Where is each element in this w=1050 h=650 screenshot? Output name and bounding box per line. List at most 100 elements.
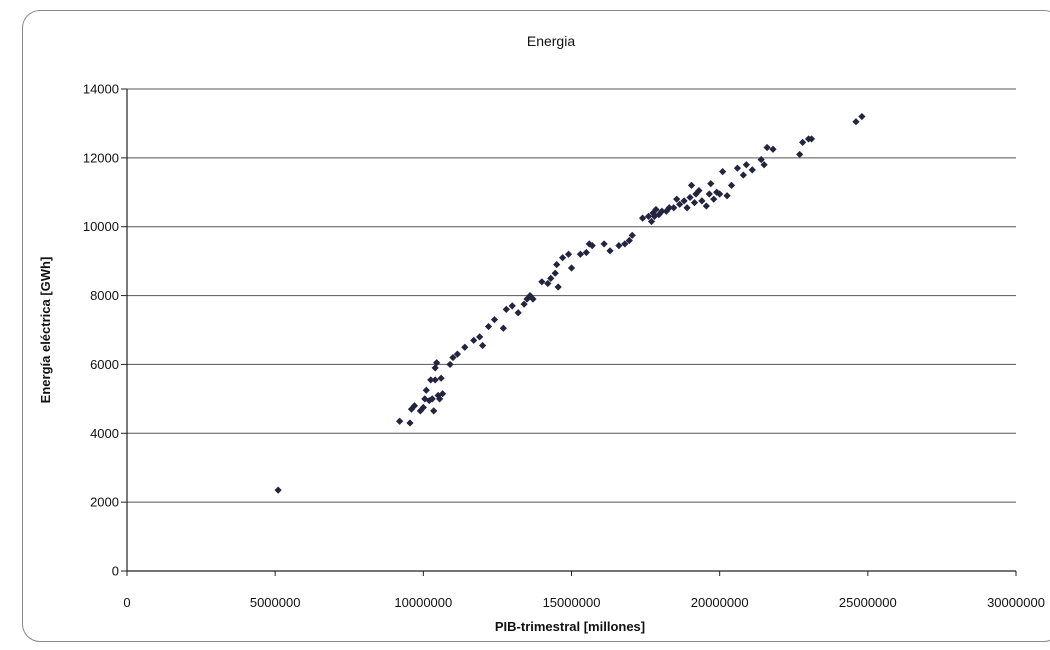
data-point-67	[676, 200, 684, 208]
data-point-20	[449, 353, 457, 362]
y-tick-label-5: 10000	[83, 219, 119, 234]
data-point-37	[544, 279, 552, 288]
data-point-7	[422, 386, 430, 394]
data-point-90	[760, 161, 768, 169]
x-tick-label-2: 10000000	[394, 595, 452, 610]
data-point-86	[739, 171, 747, 179]
data-point-22	[461, 343, 469, 351]
x-tick-labels: 0 5000000 10000000 15000000 20000000 25000000…	[123, 595, 1045, 610]
data-point-88	[748, 166, 756, 174]
data-point-96	[807, 135, 816, 143]
y-tick-label-7: 14000	[83, 82, 119, 97]
data-point-83	[723, 192, 731, 200]
data-point-63	[662, 207, 670, 215]
data-point-94	[799, 138, 807, 146]
data-point-62	[658, 207, 666, 215]
x-tick-label-1: 5000000	[250, 595, 301, 610]
data-point-65	[670, 204, 678, 212]
data-point-91	[763, 143, 771, 152]
chart-title: Energia	[527, 33, 575, 49]
data-point-3	[410, 402, 419, 410]
data-point-42	[559, 254, 567, 262]
data-point-5	[419, 403, 427, 412]
y-tick-label-2: 4000	[90, 426, 119, 441]
data-point-15	[434, 391, 442, 400]
data-point-25	[479, 341, 487, 350]
data-point-44	[567, 264, 576, 272]
data-point-50	[606, 247, 614, 255]
data-point-82	[719, 168, 727, 176]
data-point-80	[713, 188, 721, 196]
data-point-28	[499, 324, 507, 332]
data-point-46	[582, 248, 590, 257]
data-point-55	[639, 214, 647, 222]
data-point-13	[431, 364, 439, 372]
data-point-35	[529, 295, 537, 303]
data-point-66	[673, 195, 681, 203]
data-point-74	[695, 186, 703, 195]
data-point-0	[396, 417, 404, 425]
data-point-97	[852, 118, 860, 126]
data-point-53	[625, 236, 633, 245]
data-point-69	[683, 204, 691, 212]
data-point-14	[433, 359, 441, 367]
data-point-21	[453, 350, 462, 358]
data-point-51	[615, 242, 623, 250]
data-point-41	[554, 283, 562, 291]
data-point-72	[690, 199, 699, 207]
data-point-39	[551, 269, 559, 277]
data-point-87	[742, 161, 750, 169]
y-tick-label-3: 6000	[90, 357, 119, 372]
x-tick-label-5: 25000000	[839, 595, 897, 610]
data-point-33	[523, 295, 531, 303]
y-tick-label-1: 2000	[90, 495, 119, 510]
data-point-40	[553, 260, 561, 269]
data-point-16	[436, 395, 444, 403]
data-point-93	[796, 150, 804, 159]
data-point-98	[858, 112, 866, 121]
x-tick-label-0: 0	[123, 595, 130, 610]
data-point-71	[687, 181, 696, 189]
data-point-54	[628, 231, 636, 239]
data-point-29	[502, 305, 510, 313]
data-point-92	[769, 145, 777, 153]
data-point-85	[733, 164, 742, 172]
data-point-8	[425, 396, 433, 405]
data-point-81	[716, 190, 724, 198]
data-point-43	[564, 250, 573, 258]
data-point-79	[710, 195, 718, 203]
data-point-23	[470, 336, 478, 344]
chart-border	[22, 10, 1050, 642]
data-point-36	[538, 278, 546, 286]
data-point-31	[514, 309, 522, 317]
data-point-38	[547, 274, 555, 282]
data-point-78	[707, 180, 715, 188]
data-point-77	[705, 190, 713, 198]
data-point-70	[686, 193, 694, 202]
y-tick-label-0: 0	[112, 564, 119, 579]
data-point-48	[588, 242, 596, 250]
data-point-26	[484, 322, 493, 331]
data-point-45	[576, 250, 584, 258]
data-point-9	[427, 376, 435, 384]
x-tick-label-3: 15000000	[543, 595, 601, 610]
data-point-10	[428, 395, 436, 403]
axes	[121, 88, 1017, 576]
data-point-17	[437, 374, 445, 382]
data-point-49	[600, 240, 608, 248]
data-point-75	[698, 197, 706, 205]
data-points	[274, 112, 866, 494]
data-point-19	[446, 360, 454, 369]
data-point-30	[508, 302, 516, 310]
x-tick-label-6: 30000000	[987, 595, 1045, 610]
data-point-89	[757, 155, 765, 164]
y-axis-label: Energía eléctrica [GWh]	[38, 257, 53, 404]
data-point-27	[490, 316, 499, 324]
data-point-99	[274, 486, 282, 494]
data-point-12	[431, 376, 439, 384]
y-tick-labels: 0 2000 4000 6000 8000 10000 12000 14000	[83, 82, 119, 579]
data-point-58	[649, 209, 657, 217]
data-point-52	[621, 240, 629, 248]
